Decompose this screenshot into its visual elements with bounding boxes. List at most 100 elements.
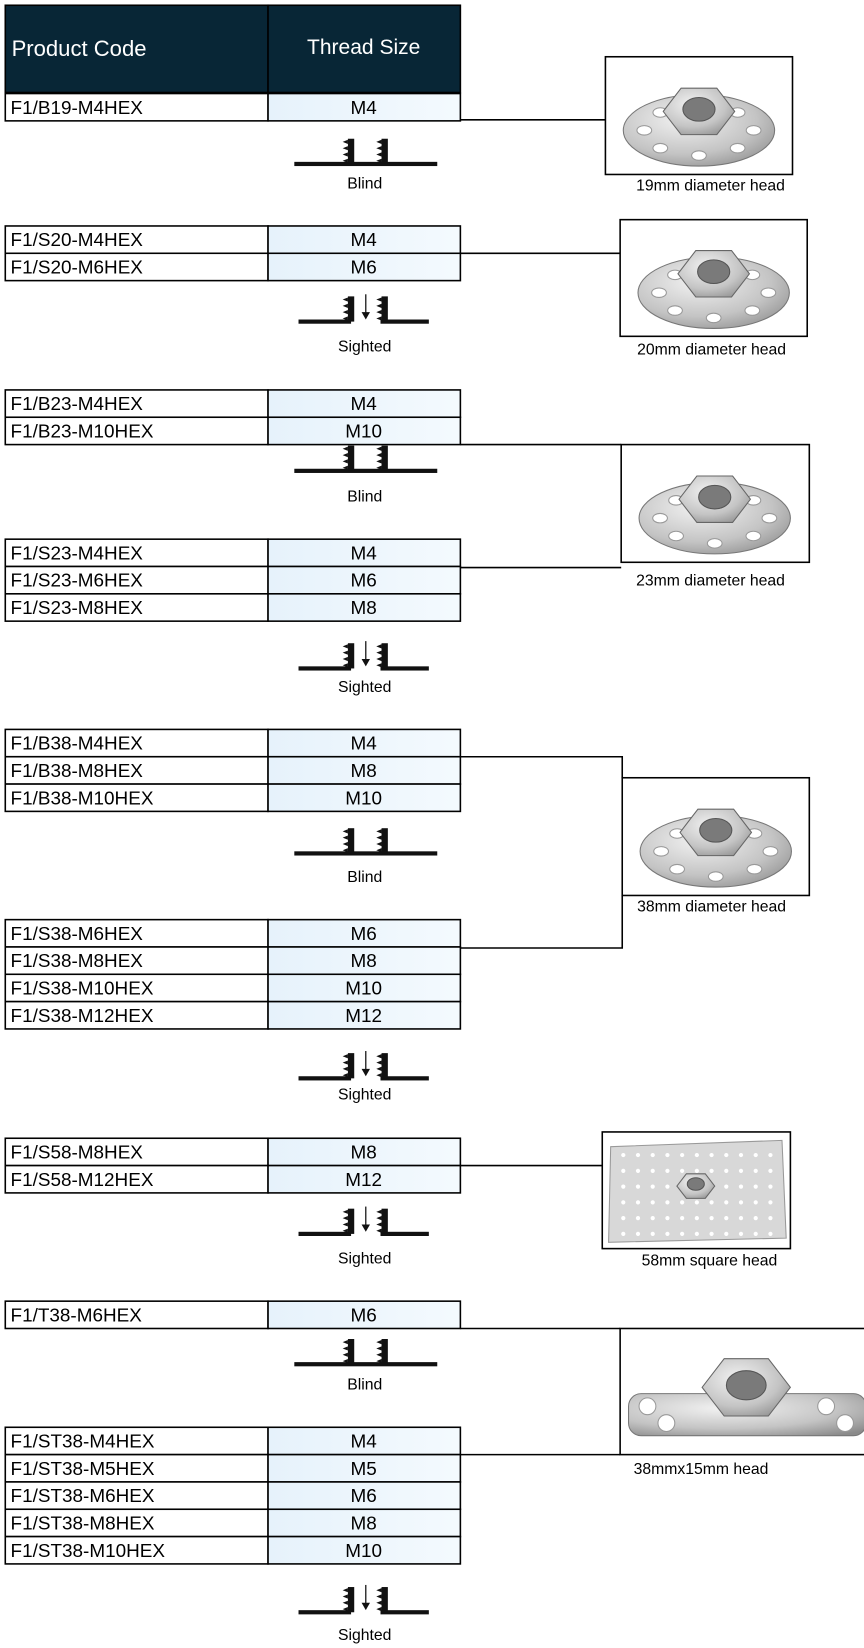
base	[380, 1231, 429, 1236]
thread-size: M8	[351, 1513, 377, 1534]
hole	[738, 1216, 744, 1221]
hole	[650, 1231, 655, 1236]
thread	[376, 465, 382, 470]
thread	[342, 663, 348, 668]
thread-size: M4	[351, 98, 377, 119]
thread	[376, 1073, 382, 1078]
base	[298, 1231, 352, 1236]
arrow-head	[361, 658, 370, 667]
product-code: F1/B19-M4HEX	[11, 98, 144, 119]
post	[381, 643, 388, 669]
hole	[768, 1184, 773, 1189]
size-cell	[267, 565, 462, 595]
post	[347, 445, 355, 471]
hole	[753, 1168, 758, 1173]
hole	[768, 1200, 773, 1205]
hole	[753, 1184, 758, 1189]
thread-hole	[698, 484, 732, 510]
size-cell	[267, 1535, 462, 1565]
thread	[342, 650, 348, 655]
product-code: F1/S38-M8HEX	[11, 951, 144, 972]
post	[381, 138, 388, 164]
hole	[680, 1152, 685, 1158]
product-code: F1/S20-M6HEX	[11, 258, 144, 279]
thread	[376, 297, 382, 302]
hole	[652, 142, 669, 154]
hole	[694, 1200, 699, 1205]
thread	[376, 1054, 382, 1059]
hole	[724, 1168, 729, 1173]
thread-size: M4	[351, 543, 377, 564]
hole	[707, 871, 724, 882]
connector	[460, 755, 624, 778]
thread	[376, 303, 382, 308]
thread	[342, 848, 348, 853]
code-cell	[4, 783, 269, 813]
hole	[691, 150, 707, 161]
post	[381, 1208, 388, 1234]
thread	[376, 1222, 382, 1227]
mount-caption: Blind	[347, 1377, 382, 1394]
thread	[342, 158, 348, 163]
thread	[376, 656, 382, 662]
hole	[650, 1152, 655, 1158]
arrow-head	[361, 1068, 370, 1077]
thread	[376, 1216, 382, 1221]
thread	[342, 146, 348, 151]
head-caption: 38mm diameter head	[637, 899, 786, 916]
hole	[705, 312, 722, 324]
thread	[342, 310, 348, 315]
header-product-code: Product Code	[12, 36, 147, 61]
code-cell	[4, 1300, 269, 1330]
header-thread-size: Thread Size	[307, 36, 420, 59]
hole	[706, 538, 723, 549]
thread-size: M10	[345, 421, 382, 442]
thread	[342, 452, 348, 458]
thread-size: M8	[351, 761, 377, 782]
size-cell	[267, 755, 462, 785]
code-cell	[4, 538, 269, 568]
product-code: F1/S38-M6HEX	[11, 924, 144, 945]
thread-size: M6	[351, 1486, 377, 1507]
size-cell	[267, 389, 462, 419]
post	[381, 296, 388, 322]
hole	[652, 512, 668, 524]
thread-size: M8	[351, 598, 377, 619]
thread	[342, 459, 348, 464]
code-cell	[4, 918, 269, 948]
hole	[768, 1216, 773, 1221]
hole	[738, 1200, 744, 1205]
base	[294, 851, 438, 856]
thread	[342, 835, 348, 840]
thread	[342, 1346, 348, 1351]
size-cell	[267, 1481, 462, 1511]
hole	[738, 1184, 744, 1189]
size-cell	[267, 1137, 462, 1167]
size-cell	[267, 538, 462, 568]
size-cell	[267, 1164, 462, 1194]
thread-size: M5	[351, 1459, 377, 1480]
thread-size: M6	[351, 924, 377, 945]
product-code: F1/S58-M8HEX	[11, 1142, 144, 1163]
code-cell	[4, 1535, 269, 1565]
hole	[650, 1168, 655, 1173]
thread-size: M4	[351, 734, 377, 755]
product-code: F1/ST38-M6HEX	[11, 1486, 155, 1507]
hole	[746, 863, 763, 875]
thread-size: M4	[351, 1432, 377, 1453]
code-cell	[4, 728, 269, 758]
hole	[665, 1152, 670, 1158]
thread	[376, 139, 382, 144]
thread	[342, 1588, 348, 1593]
size-cell	[267, 728, 462, 758]
hole	[635, 1200, 641, 1205]
thread	[376, 158, 382, 163]
hole	[621, 1152, 626, 1158]
thread	[376, 663, 382, 668]
thread	[376, 835, 382, 840]
mount-icon	[298, 294, 429, 324]
arrow-head	[361, 1602, 370, 1611]
mount-caption: Sighted	[338, 1627, 391, 1644]
code-cell	[4, 973, 269, 1003]
